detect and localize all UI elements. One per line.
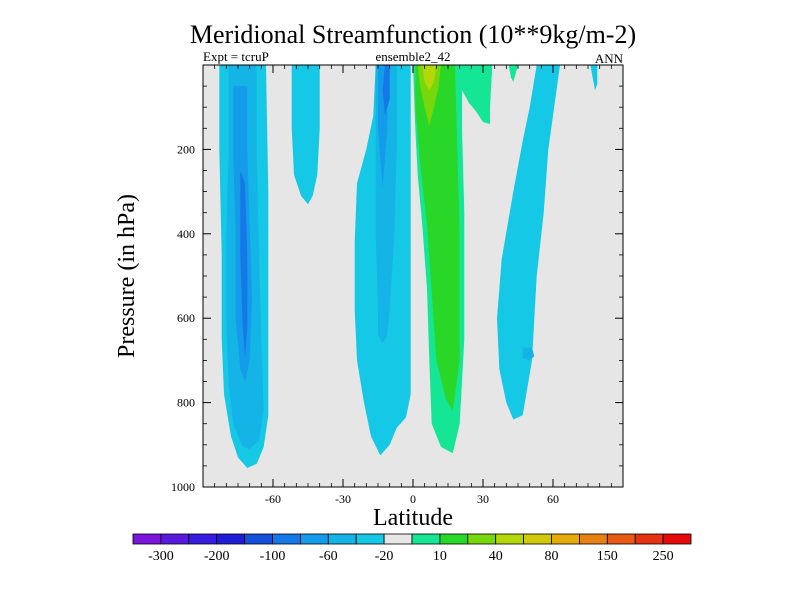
colorbar-label: -200 <box>204 549 230 564</box>
colorbar-label: 250 <box>653 549 674 564</box>
colorbar-swatch <box>272 533 301 545</box>
colorbar-label: -300 <box>148 549 174 564</box>
colorbar-swatch <box>662 533 692 545</box>
colorbar-label: 40 <box>489 549 503 564</box>
x-tick-label: -60 <box>265 492 281 506</box>
contour-nh-polar-small <box>590 65 598 91</box>
x-axis-label: Latitude <box>373 505 453 531</box>
x-tick-label: 0 <box>410 492 416 506</box>
contour-sh-hadley-core <box>382 65 390 116</box>
colorbar-swatch <box>160 533 190 545</box>
chart-title: Meridional Streamfunction (10**9kg/m-2) <box>190 20 636 49</box>
colorbar-swatch <box>299 533 329 545</box>
colorbar-swatch <box>439 533 469 545</box>
colorbar-swatch <box>216 533 245 545</box>
axis-ticks: -60 -30 0 30 60 200 400 600 800 1000 <box>171 65 623 506</box>
colorbar-swatch <box>132 533 162 545</box>
y-axis-label: Pressure (in hPa) <box>114 194 140 358</box>
chart-subtitle-center: ensemble2_42 <box>375 49 450 64</box>
colorbar-swatch <box>606 533 636 545</box>
colorbar-swatch <box>579 533 608 545</box>
y-tick-label: 1000 <box>171 480 195 494</box>
contour-nh-upper-green <box>462 65 493 125</box>
colorbar-swatch <box>551 533 580 545</box>
x-tick-label: 30 <box>477 492 489 506</box>
contour-sh-ferrel-cell <box>291 65 320 205</box>
colorbar-swatch <box>523 533 552 545</box>
x-tick-label: 60 <box>547 492 559 506</box>
contour-regions <box>219 65 598 468</box>
colorbar-swatch <box>383 533 413 545</box>
colorbar-swatch <box>495 533 525 545</box>
y-tick-label: 200 <box>177 142 195 156</box>
colorbar-swatch <box>188 533 218 545</box>
colorbar-label: -60 <box>319 549 338 564</box>
plot-background <box>203 65 623 487</box>
y-tick-label: 400 <box>177 227 195 241</box>
y-tick-label: 600 <box>177 311 195 325</box>
colorbar: -300 -200 -100 -60 -20 10 40 80 150 250 <box>132 533 692 564</box>
contour-sh-polar-cell-core <box>240 170 248 357</box>
colorbar-swatch <box>467 533 497 545</box>
colorbar-label: 150 <box>597 549 618 564</box>
contour-nh-hadley-peak <box>422 65 437 91</box>
colorbar-label: -20 <box>375 549 394 564</box>
colorbar-swatch <box>244 533 273 545</box>
contour-nh-small-green <box>508 65 518 82</box>
contour-nh-hadley-mid <box>415 65 460 411</box>
chart-subtitle-left: Expt = tcruP <box>203 49 269 64</box>
x-tick-label: -30 <box>335 492 351 506</box>
contour-nh-ferrel-spot <box>522 347 535 361</box>
contour-nh-ferrel-cell <box>497 65 560 420</box>
colorbar-swatch <box>327 533 357 545</box>
colorbar-label: 10 <box>433 549 447 564</box>
contour-nh-hadley-core <box>417 65 441 127</box>
colorbar-swatch <box>355 533 385 545</box>
y-tick-label: 800 <box>177 396 195 410</box>
chart-subtitle-right: ANN <box>595 51 624 66</box>
colorbar-swatch <box>634 533 664 545</box>
colorbar-swatch <box>411 533 441 545</box>
colorbar-label: -100 <box>260 549 286 564</box>
colorbar-label: 80 <box>545 549 559 564</box>
